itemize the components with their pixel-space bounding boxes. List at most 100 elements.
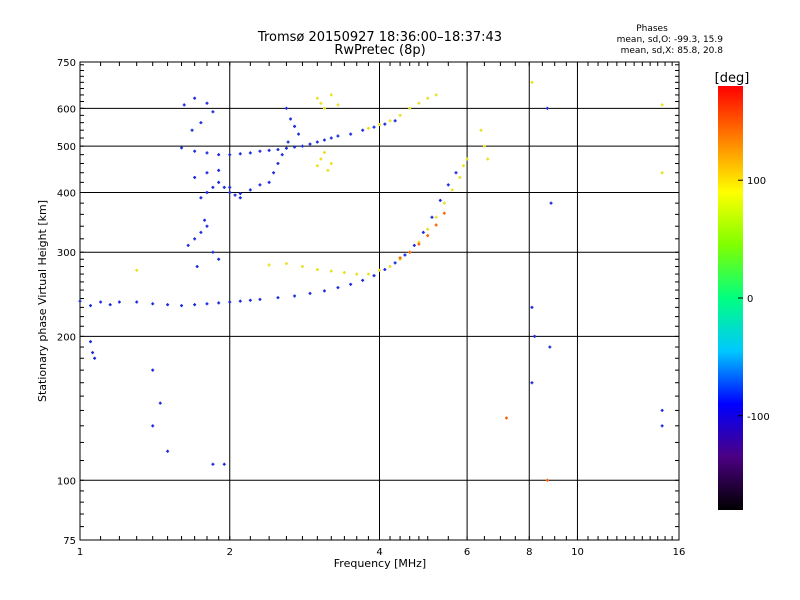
data-point xyxy=(336,286,340,290)
data-point xyxy=(222,462,226,466)
data-point xyxy=(151,302,155,306)
data-point xyxy=(355,272,359,276)
data-point xyxy=(398,113,402,117)
data-point xyxy=(89,340,93,344)
data-point xyxy=(548,345,552,349)
data-point xyxy=(158,401,162,405)
data-point xyxy=(89,304,93,308)
data-point xyxy=(286,140,290,144)
data-point xyxy=(315,140,319,144)
data-point xyxy=(267,180,271,184)
data-point xyxy=(388,119,392,123)
data-point xyxy=(238,152,242,156)
x-tick-label: 8 xyxy=(526,547,532,558)
axis-ticks: 1 2 4 6 8 10 16 75 100 200 300 400 500 600 750 xyxy=(57,58,685,558)
data-point xyxy=(434,223,438,227)
data-point xyxy=(482,144,486,148)
data-point xyxy=(450,188,454,192)
data-point xyxy=(217,301,221,305)
data-point xyxy=(465,157,469,161)
data-point xyxy=(99,300,103,304)
data-point xyxy=(434,93,438,97)
data-point xyxy=(378,268,381,272)
chart-subtitle: RwPretec (8p) xyxy=(334,43,425,58)
data-point xyxy=(408,106,412,110)
data-point xyxy=(421,230,425,234)
colorbar-tick-label: 0 xyxy=(747,294,753,305)
data-point xyxy=(322,150,326,154)
data-point xyxy=(438,198,442,202)
data-point xyxy=(417,242,421,246)
data-point xyxy=(326,168,330,172)
x-tick-label: 4 xyxy=(376,547,382,558)
data-point xyxy=(258,149,262,153)
data-point xyxy=(258,297,262,301)
data-point xyxy=(238,192,242,196)
data-point xyxy=(180,304,184,308)
data-point xyxy=(426,227,430,231)
data-point xyxy=(393,261,397,265)
stats-line-x: mean, sd,X: 85.8, 20.8 xyxy=(621,46,724,56)
data-point xyxy=(446,183,450,187)
data-point xyxy=(458,175,462,179)
stats-header: Phases xyxy=(636,24,668,34)
data-point xyxy=(166,449,170,453)
data-point xyxy=(272,171,276,175)
data-point xyxy=(211,185,215,189)
grid-lines xyxy=(80,62,679,540)
data-point xyxy=(78,299,82,303)
data-point xyxy=(222,185,226,189)
data-point xyxy=(366,126,370,130)
data-point xyxy=(545,478,549,482)
data-point xyxy=(366,272,370,276)
data-point xyxy=(205,151,209,155)
data-point xyxy=(486,157,490,161)
data-point xyxy=(248,188,252,192)
data-point xyxy=(383,268,387,272)
data-point xyxy=(378,123,381,127)
data-point xyxy=(329,136,333,140)
data-point xyxy=(315,164,319,168)
data-point xyxy=(108,303,112,307)
data-point xyxy=(388,265,392,269)
data-point xyxy=(293,124,297,128)
data-point xyxy=(372,125,376,129)
data-point xyxy=(545,106,549,110)
colorbar-label: [deg] xyxy=(715,71,750,86)
data-point xyxy=(530,305,534,309)
data-point xyxy=(533,334,537,338)
data-point xyxy=(228,153,232,157)
data-point xyxy=(319,101,323,105)
data-point xyxy=(205,171,209,175)
data-point xyxy=(166,303,170,307)
data-point xyxy=(217,257,221,261)
data-point xyxy=(454,171,458,175)
stats-line-o: mean, sd,O: -99.3, 15.9 xyxy=(617,35,724,45)
data-point xyxy=(479,128,483,132)
y-tick-label: 100 xyxy=(57,476,76,487)
x-tick-label: 10 xyxy=(571,547,584,558)
data-point xyxy=(530,381,534,385)
data-point xyxy=(93,356,97,360)
data-point xyxy=(442,211,446,215)
data-point xyxy=(199,196,203,200)
data-point xyxy=(199,230,203,234)
data-point xyxy=(258,183,262,187)
data-points xyxy=(78,80,664,482)
data-point xyxy=(276,161,280,165)
y-tick-label: 200 xyxy=(57,332,76,343)
data-point xyxy=(193,149,197,153)
data-point xyxy=(117,300,121,304)
data-point xyxy=(205,190,209,194)
data-point xyxy=(434,215,438,219)
data-point xyxy=(349,132,353,136)
data-point xyxy=(398,256,402,260)
data-point xyxy=(228,190,232,194)
data-point xyxy=(342,271,346,275)
colorbar: [deg] -100 0 100 xyxy=(715,71,770,510)
data-point xyxy=(193,175,197,179)
y-tick-label: 750 xyxy=(57,58,76,69)
data-point xyxy=(660,103,664,107)
data-point xyxy=(315,268,319,272)
